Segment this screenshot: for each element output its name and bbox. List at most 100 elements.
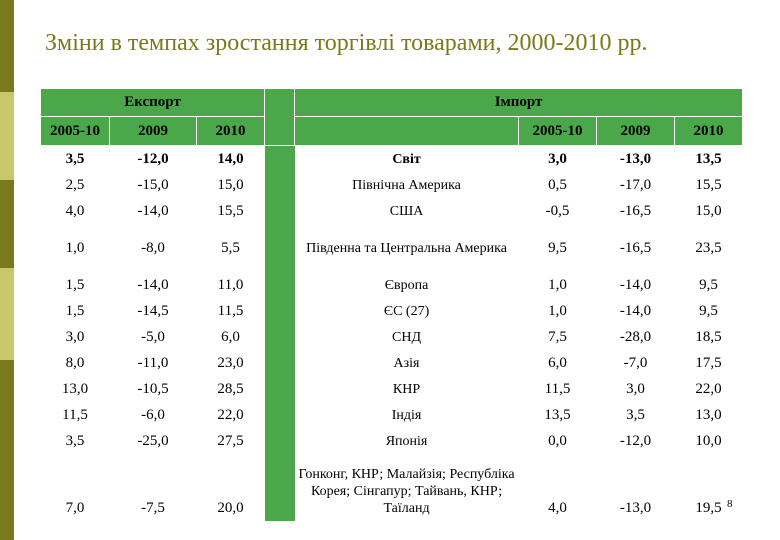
export-value-cell: 20,0 <box>217 499 244 516</box>
export-value-cell: -25,0 <box>137 433 169 449</box>
header-spacer <box>264 88 296 146</box>
import-year-header: 2010 <box>674 116 744 146</box>
export-value-cell: -11,0 <box>137 355 169 371</box>
region-cell: Азія <box>393 356 420 371</box>
import-value-cell: 9,5 <box>699 277 718 293</box>
export-value-cell: -7,5 <box>141 499 165 516</box>
region-cell: Південна та Центральна Америка <box>306 241 507 256</box>
import-value-cell: 1,0 <box>548 303 567 319</box>
export-header: Експорт <box>39 88 266 117</box>
trade-growth-table: Експорт Імпорт 2005-10 2009 2010 2005-10… <box>39 88 744 521</box>
region-cell: Японія <box>385 434 428 449</box>
table-row: 3,0 -5,0 6,0 СНД 7,5 -28,0 18,5 <box>41 325 743 351</box>
table-row: 1,5 -14,5 11,5 ЄС (27) 1,0 -14,0 9,5 <box>41 299 743 325</box>
import-value-cell: -16,5 <box>619 203 652 219</box>
table-row: 3,5 -25,0 27,5 Японія 0,0 -12,0 10,0 <box>41 429 743 455</box>
import-value-cell: 11,5 <box>544 381 571 397</box>
export-value-cell: 11,0 <box>217 277 244 293</box>
import-value-cell: 4,0 <box>548 499 567 516</box>
export-year-header: 2009 <box>109 116 197 146</box>
region-cell: КНР <box>392 382 421 397</box>
export-value-cell: 28,5 <box>217 381 244 397</box>
import-value-cell: -0,5 <box>545 203 570 219</box>
export-value-cell: -12,0 <box>137 150 169 167</box>
import-value-cell: 13,0 <box>695 407 722 423</box>
import-year-header: 2009 <box>596 116 676 146</box>
table-row: 4,0 -14,0 15,5 США -0,5 -16,5 15,0 <box>41 199 743 225</box>
import-value-cell: 9,5 <box>548 240 567 256</box>
import-value-cell: 18,5 <box>695 329 722 345</box>
region-cell: СНД <box>392 330 422 345</box>
export-value-cell: 11,5 <box>217 303 244 319</box>
export-value-cell: 7,0 <box>65 499 85 516</box>
export-value-cell: 8,0 <box>65 355 85 371</box>
export-value-cell: 15,0 <box>217 177 244 193</box>
region-cell: ЄС (27) <box>383 304 430 319</box>
header-row-years: 2005-10 2009 2010 2005-10 2009 2010 <box>40 116 744 146</box>
region-cell: Північна Америка <box>352 178 461 193</box>
region-header <box>294 116 520 146</box>
region-cell: США <box>389 204 424 219</box>
export-value-cell: 1,0 <box>65 240 85 256</box>
sidebar-segment <box>0 360 14 540</box>
export-value-cell: 5,5 <box>221 240 240 256</box>
import-value-cell: 1,0 <box>548 277 567 293</box>
export-value-cell: -14,0 <box>137 277 169 293</box>
import-value-cell: 3,0 <box>548 150 567 167</box>
table-row: 2,5 -15,0 15,0 Північна Америка 0,5 -17,0 15,5 <box>41 173 743 199</box>
export-value-cell: 2,5 <box>65 177 85 193</box>
import-value-cell: -16,5 <box>619 240 652 256</box>
export-value-cell: 4,0 <box>65 203 85 219</box>
region-cell: Індія <box>391 408 422 423</box>
import-value-cell: 9,5 <box>699 303 718 319</box>
import-value-cell: 0,0 <box>548 433 567 449</box>
header-row-groups: Експорт Імпорт <box>39 88 744 146</box>
page-number: 8 <box>727 498 733 510</box>
export-value-cell: -14,5 <box>137 303 169 319</box>
export-value-cell: 6,0 <box>221 329 240 345</box>
import-value-cell: 22,0 <box>695 381 722 397</box>
import-value-cell: -14,0 <box>619 277 652 293</box>
import-value-cell: -13,0 <box>619 150 652 167</box>
import-value-cell: -28,0 <box>619 329 652 345</box>
table-row: 1,5 -14,0 11,0 Європа 1,0 -14,0 9,5 <box>41 273 743 299</box>
table-row: 8,0 -11,0 23,0 Азія 6,0 -7,0 17,5 <box>41 351 743 377</box>
export-value-cell: 1,5 <box>65 277 85 293</box>
export-value-cell: -15,0 <box>137 177 169 193</box>
export-value-cell: 11,5 <box>62 407 88 423</box>
import-value-cell: 0,5 <box>548 177 567 193</box>
export-value-cell: -6,0 <box>141 407 165 423</box>
region-cell: Світ <box>392 151 421 167</box>
export-value-cell: 3,5 <box>65 433 85 449</box>
export-value-cell: -8,0 <box>141 240 165 256</box>
sidebar-segment <box>0 180 14 268</box>
import-value-cell: 10,0 <box>695 433 722 449</box>
import-value-cell: -13,0 <box>619 499 652 516</box>
import-value-cell: 23,5 <box>695 240 722 256</box>
page-title: Зміни в темпах зростання торгівлі товара… <box>45 30 648 56</box>
export-value-cell: 27,5 <box>217 433 244 449</box>
export-value-cell: 15,5 <box>217 203 244 219</box>
sidebar-segment <box>0 268 14 360</box>
import-value-cell: 13,5 <box>544 407 571 423</box>
import-value-cell: 3,0 <box>626 381 645 397</box>
sidebar-segment <box>0 0 14 92</box>
export-value-cell: 14,0 <box>217 150 244 167</box>
export-value-cell: -5,0 <box>141 329 165 345</box>
import-value-cell: 13,5 <box>695 150 722 167</box>
table-body: Експорт Імпорт 2005-10 2009 2010 2005-10… <box>39 88 744 521</box>
export-value-cell: -14,0 <box>137 203 169 219</box>
export-value-cell: 1,5 <box>65 303 85 319</box>
export-value-cell: 3,5 <box>65 150 85 167</box>
export-value-cell: 3,0 <box>65 329 85 345</box>
import-value-cell: 15,5 <box>695 177 722 193</box>
export-value-cell: 23,0 <box>217 355 244 371</box>
import-value-cell: 15,0 <box>695 203 722 219</box>
import-value-cell: -17,0 <box>619 177 652 193</box>
import-value-cell: -12,0 <box>619 433 652 449</box>
import-value-cell: 17,5 <box>695 355 722 371</box>
region-cell: Гонконг, КНР; Малайзія; Республіка Корея… <box>298 466 515 516</box>
import-value-cell: 7,5 <box>548 329 567 345</box>
import-value-cell: -14,0 <box>619 303 652 319</box>
export-value-cell: -10,5 <box>137 381 169 397</box>
